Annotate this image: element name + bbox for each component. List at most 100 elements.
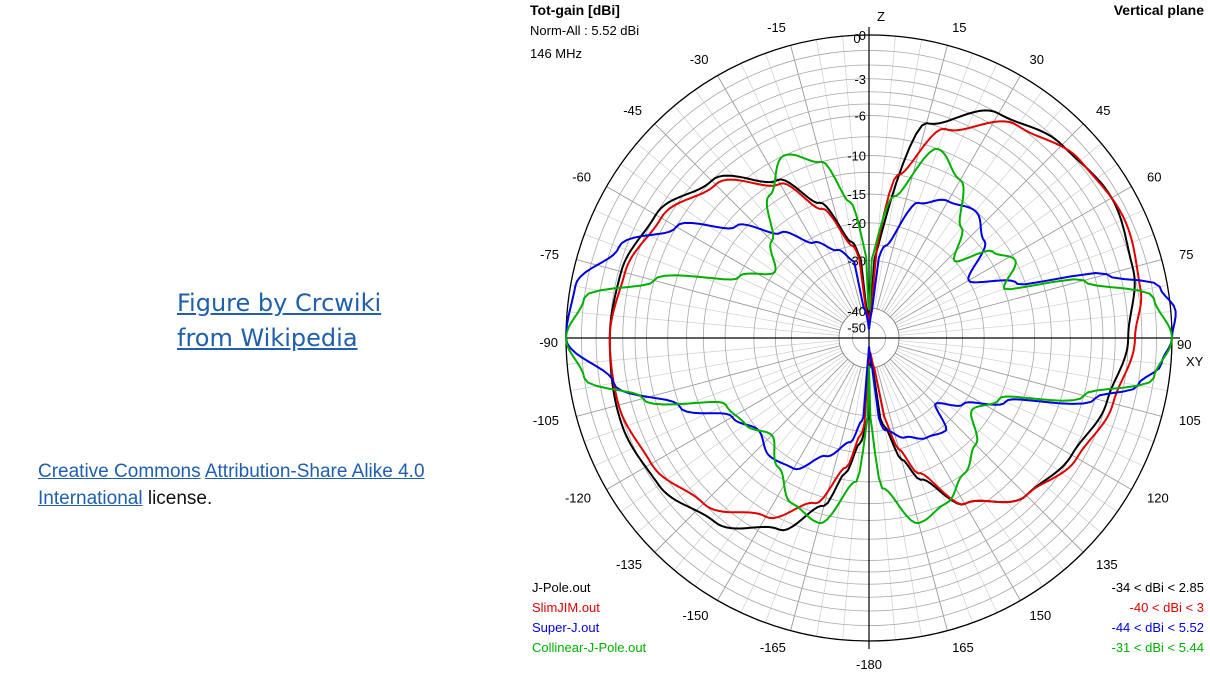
angle-tick-label: -165: [760, 640, 786, 655]
ring-label: -20: [847, 216, 866, 231]
grid-spoke: [883, 75, 1021, 313]
legend-series-range: -40 < dBi < 3: [1130, 600, 1204, 615]
chart-title-right: Vertical plane: [1114, 2, 1204, 18]
grid-spoke: [878, 53, 973, 310]
angle-tick-label: -150: [682, 608, 708, 623]
legend-series-range: -34 < dBi < 2.85: [1111, 580, 1204, 595]
legend-series-name: Collinear-J-Pole.out: [532, 640, 647, 655]
grid-spoke: [893, 354, 1118, 513]
grid-spoke: [765, 366, 860, 623]
license-link-cc[interactable]: Creative Commons: [38, 461, 201, 482]
legend-series-name: SlimJIM.out: [532, 600, 600, 615]
ring-label: -15: [847, 187, 866, 202]
grid-spoke: [894, 186, 1132, 324]
grid-spoke: [636, 357, 847, 534]
grid-spoke: [889, 123, 1084, 318]
license-suffix: license.: [142, 488, 213, 509]
grid-spoke: [893, 163, 1118, 322]
legend: J-Pole.out -34 < dBi < 2.85 SlimJIM.out -40…: [532, 580, 1204, 655]
grid-spoke: [654, 358, 849, 553]
grid-spoke: [654, 123, 849, 318]
grid-spoke: [567, 340, 840, 365]
grid-spoke: [883, 363, 1021, 601]
angle-tick-label: 105: [1179, 413, 1201, 428]
grid-spoke: [717, 363, 855, 601]
legend-series-range: -31 < dBi < 5.44: [1111, 640, 1204, 655]
grid-spoke: [765, 53, 860, 310]
grid-spoke: [620, 163, 845, 322]
grid-spoke: [881, 63, 998, 311]
ring-label: -30: [847, 253, 866, 268]
grid-spoke: [896, 350, 1144, 467]
grid-spoke: [897, 345, 1162, 417]
grid-spoke: [694, 89, 853, 314]
angle-tick-label: -90: [539, 335, 558, 350]
grid-spoke: [570, 342, 840, 391]
ring-label: -6: [854, 109, 866, 124]
grid-spoke: [740, 365, 857, 613]
ring-label: -10: [847, 149, 866, 164]
angle-tick-label: 60: [1147, 170, 1161, 185]
grid-spoke: [620, 354, 845, 513]
grid-spoke: [790, 366, 862, 631]
angle-tick-label: 90: [1177, 337, 1191, 352]
grid-spoke: [816, 39, 865, 309]
angle-tick-label: 120: [1147, 491, 1169, 506]
grid-spoke: [891, 357, 1102, 534]
chart-subtitle-norm: Norm-All : 5.52 dBi: [530, 23, 639, 38]
angle-tick-label: -45: [623, 103, 642, 118]
angle-tick-label: 135: [1096, 557, 1118, 572]
grid-spoke: [898, 311, 1171, 336]
license-link-by-sa[interactable]: Attribution-Share Alike 4.0: [204, 461, 425, 482]
grid-spoke: [889, 358, 1084, 553]
grid-spoke: [606, 186, 844, 324]
grid-spoke: [594, 350, 842, 467]
ring-label: -50: [847, 321, 866, 336]
angle-tick-label: -120: [565, 491, 591, 506]
ring-labels: 0 -3 -6 -10 -15 -20 -30 -40 -50: [847, 28, 866, 336]
grid-spoke: [898, 342, 1168, 391]
license-text: Creative Commons Attribution-Share Alike…: [38, 458, 508, 512]
grid-spoke: [842, 36, 867, 309]
ring-label: -40: [847, 304, 866, 319]
angle-tick-label: -135: [616, 557, 642, 572]
angle-tick-label: 30: [1030, 52, 1044, 67]
credit-link-line2[interactable]: from Wikipedia: [177, 324, 358, 352]
legend-series-range: -44 < dBi < 5.52: [1111, 620, 1204, 635]
legend-series-name: J-Pole.out: [532, 580, 591, 595]
legend-series-name: Super-J.out: [532, 620, 600, 635]
axis-z-label: Z: [877, 9, 885, 24]
polar-grid: [565, 27, 1180, 649]
series-traces: [565, 109, 1177, 532]
angle-tick-label: 0: [853, 31, 860, 46]
angle-tick-label: -105: [533, 413, 559, 428]
grid-spoke: [888, 360, 1065, 571]
grid-spoke: [673, 105, 850, 316]
angle-tick-label: 75: [1179, 247, 1193, 262]
axis-xy-label: XY: [1186, 354, 1204, 369]
grid-spoke: [871, 367, 896, 640]
angle-tick-label: 150: [1030, 608, 1052, 623]
grid-spoke: [894, 352, 1132, 490]
grid-spoke: [897, 234, 1154, 329]
grid-spoke: [636, 142, 847, 319]
angle-tick-label: -75: [540, 247, 559, 262]
grid-spoke: [897, 259, 1162, 331]
angle-ticks: 0153045607590105120135150165-180-165-150…: [533, 20, 1201, 672]
angle-tick-label: -180: [856, 657, 882, 672]
grid-spoke: [898, 285, 1168, 334]
polar-chart: 0153045607590105120135150165-180-165-150…: [530, 2, 1204, 672]
angle-tick-label: -30: [690, 52, 709, 67]
angle-tick-label: 165: [952, 640, 974, 655]
license-link-intl[interactable]: International: [38, 488, 143, 509]
credit-link-line1[interactable]: Figure by Crcwiki: [177, 289, 382, 317]
grid-spoke: [885, 89, 1044, 314]
grid-spoke: [873, 367, 922, 637]
grid-spoke: [673, 360, 850, 571]
grid-spoke: [740, 63, 857, 311]
grid-spoke: [584, 234, 841, 329]
chart-title: Tot-gain [dBi]: [530, 2, 620, 18]
chart-subtitle-freq: 146 MHz: [530, 46, 582, 61]
angle-tick-label: 15: [952, 20, 966, 35]
series-trace: [608, 120, 1143, 520]
